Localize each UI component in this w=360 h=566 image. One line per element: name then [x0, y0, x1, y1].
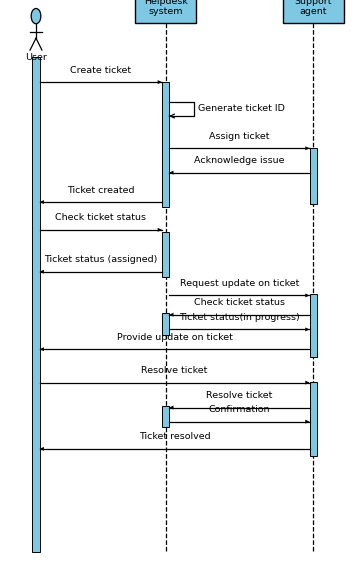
- Bar: [162, 232, 169, 277]
- Text: Check ticket status: Check ticket status: [55, 213, 146, 222]
- FancyArrow shape: [169, 312, 174, 317]
- Text: Acknowledge issue: Acknowledge issue: [194, 156, 285, 165]
- Bar: [162, 406, 169, 427]
- FancyArrow shape: [305, 420, 310, 423]
- Bar: [162, 313, 169, 335]
- Bar: [162, 82, 169, 207]
- Bar: [310, 294, 317, 357]
- Text: Ticket resolved: Ticket resolved: [139, 432, 210, 441]
- Text: Ticket status(in progress): Ticket status(in progress): [179, 313, 300, 322]
- Text: Confirmation: Confirmation: [209, 405, 270, 414]
- Text: Ticket created: Ticket created: [67, 186, 135, 195]
- FancyArrow shape: [169, 171, 174, 174]
- FancyArrow shape: [40, 347, 44, 351]
- Text: Ticket status (assigned): Ticket status (assigned): [44, 255, 157, 264]
- Text: Support
agent: Support agent: [294, 0, 332, 16]
- FancyArrow shape: [305, 327, 310, 332]
- FancyArrow shape: [40, 200, 44, 204]
- Text: Resolve ticket: Resolve ticket: [141, 366, 208, 375]
- Bar: [283, 0, 344, 23]
- FancyArrow shape: [305, 380, 310, 385]
- Text: User: User: [25, 53, 47, 62]
- FancyArrow shape: [305, 147, 310, 150]
- FancyArrow shape: [158, 80, 162, 84]
- FancyArrow shape: [40, 447, 44, 451]
- Text: Create ticket: Create ticket: [70, 66, 131, 75]
- Bar: [32, 57, 40, 552]
- FancyArrow shape: [169, 405, 174, 410]
- Bar: [135, 0, 196, 23]
- Text: Request update on ticket: Request update on ticket: [180, 279, 299, 288]
- FancyArrow shape: [40, 270, 44, 273]
- Text: Helpdesk
system: Helpdesk system: [144, 0, 188, 16]
- Text: Resolve ticket: Resolve ticket: [206, 391, 273, 400]
- Text: Provide update on ticket: Provide update on ticket: [117, 333, 233, 342]
- Bar: [310, 148, 317, 204]
- Text: Assign ticket: Assign ticket: [209, 132, 270, 141]
- Circle shape: [31, 8, 41, 24]
- FancyArrow shape: [305, 293, 310, 298]
- FancyArrow shape: [158, 228, 162, 232]
- Text: Check ticket status: Check ticket status: [194, 298, 285, 307]
- Bar: [310, 382, 317, 456]
- Text: Generate ticket ID: Generate ticket ID: [198, 105, 285, 113]
